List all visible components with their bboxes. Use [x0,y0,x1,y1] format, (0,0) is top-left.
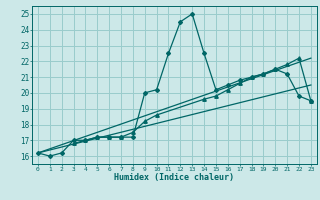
X-axis label: Humidex (Indice chaleur): Humidex (Indice chaleur) [115,173,234,182]
